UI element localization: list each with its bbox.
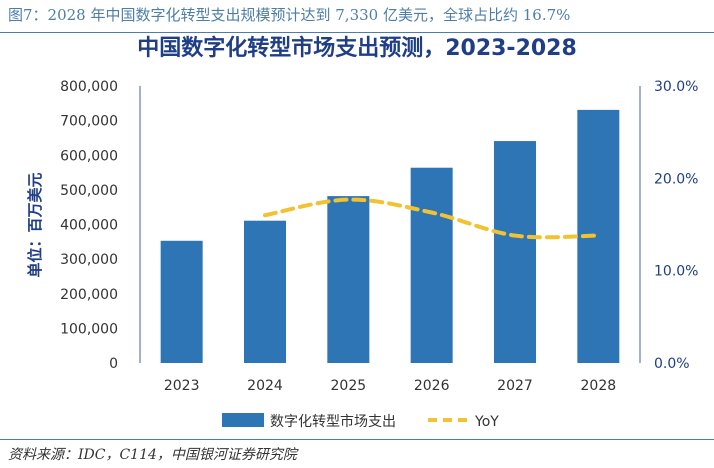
axes: 0 100,000 200,000 300,000 400,000 500,000 600,… bbox=[60, 79, 698, 394]
x-tick-label: 2026 bbox=[414, 378, 450, 394]
x-tick-label: 2028 bbox=[581, 378, 617, 394]
y-tick-label: 300,000 bbox=[60, 252, 118, 268]
bar bbox=[244, 220, 286, 363]
y-tick-label: 800,000 bbox=[60, 79, 118, 95]
y-tick-label: 500,000 bbox=[60, 183, 118, 199]
legend-bar-label: 数字化转型市场支出 bbox=[270, 413, 396, 430]
caption-divider bbox=[0, 32, 714, 33]
y-tick-label: 400,000 bbox=[60, 218, 118, 234]
bars bbox=[160, 109, 620, 363]
yoy-line bbox=[263, 197, 601, 240]
x-tick-label: 2025 bbox=[331, 378, 367, 394]
y-tick-label: 700,000 bbox=[60, 114, 118, 130]
x-tick-label: 2027 bbox=[497, 378, 533, 394]
y-axis-label: 单位：百万美元 bbox=[26, 172, 44, 277]
y2-tick-label: 30.0% bbox=[654, 79, 698, 95]
y2-tick-label: 20.0% bbox=[654, 171, 698, 187]
chart: 中国数字化转型市场支出预测，2023-2028 单位：百万美元 0 100,000… bbox=[26, 35, 698, 430]
bar bbox=[494, 141, 536, 363]
legend: 数字化转型市场支出 YoY bbox=[222, 413, 499, 430]
bar bbox=[327, 196, 370, 363]
y2-tick-label: 10.0% bbox=[654, 264, 698, 280]
source-note: 资料来源：IDC，C114，中国银河证券研究院 bbox=[8, 447, 297, 463]
source-divider bbox=[0, 439, 714, 440]
yoy-series bbox=[263, 197, 601, 240]
bar bbox=[160, 240, 203, 363]
y-tick-label: 100,000 bbox=[60, 321, 118, 337]
chart-title: 中国数字化转型市场支出预测，2023-2028 bbox=[137, 35, 577, 61]
figure-caption: 图7：2028 年中国数字化转型支出规模预计达到 7,330 亿美元，全球占比约… bbox=[8, 6, 571, 24]
bar bbox=[410, 167, 453, 363]
y-tick-label: 600,000 bbox=[60, 148, 118, 164]
legend-line-label: YoY bbox=[474, 414, 499, 430]
x-tick-label: 2023 bbox=[164, 378, 200, 394]
y-tick-label: 0 bbox=[109, 356, 118, 372]
x-tick-label: 2024 bbox=[247, 378, 283, 394]
y2-tick-label: 0.0% bbox=[654, 356, 690, 372]
y-tick-label: 200,000 bbox=[60, 287, 118, 303]
legend-bar-swatch bbox=[222, 413, 264, 427]
